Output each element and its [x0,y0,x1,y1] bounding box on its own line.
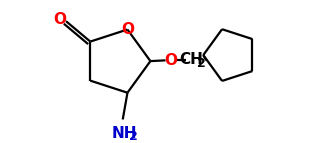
Text: CH: CH [179,52,203,67]
Text: NH: NH [111,126,137,141]
Text: 2: 2 [129,130,137,143]
Text: O: O [164,53,177,68]
Text: 2: 2 [197,57,206,70]
Text: O: O [54,12,67,27]
Text: O: O [121,22,134,37]
